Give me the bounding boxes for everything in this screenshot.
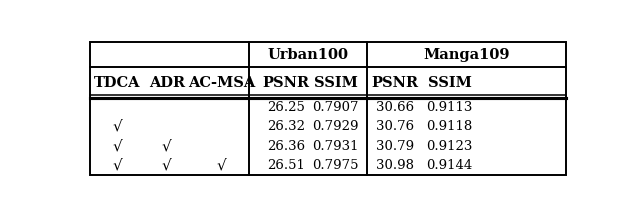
Text: √: √ (216, 158, 226, 172)
Bar (90, 42, 566, 175)
Text: 26.51: 26.51 (267, 159, 305, 172)
Text: √: √ (113, 120, 122, 134)
Text: 0.7929: 0.7929 (312, 120, 358, 133)
Text: 26.25: 26.25 (267, 101, 305, 114)
Text: AC-MSA: AC-MSA (188, 76, 255, 90)
Text: SSIM: SSIM (314, 76, 357, 90)
Text: PSNR: PSNR (371, 76, 419, 90)
Text: 26.36: 26.36 (267, 140, 305, 153)
Text: √: √ (162, 139, 172, 153)
Text: 30.66: 30.66 (376, 101, 414, 114)
Text: 30.98: 30.98 (376, 159, 414, 172)
Text: √: √ (113, 139, 122, 153)
Text: TDCA: TDCA (94, 76, 140, 90)
Text: 0.7907: 0.7907 (312, 101, 358, 114)
Text: Manga109: Manga109 (423, 48, 509, 62)
Text: Urban100: Urban100 (267, 48, 348, 62)
Text: 0.9144: 0.9144 (426, 159, 473, 172)
Text: SSIM: SSIM (428, 76, 472, 90)
Text: ADR: ADR (148, 76, 185, 90)
Text: 0.9123: 0.9123 (426, 140, 473, 153)
Text: PSNR: PSNR (262, 76, 309, 90)
Text: 0.9113: 0.9113 (426, 101, 473, 114)
Text: 30.76: 30.76 (376, 120, 414, 133)
Text: √: √ (113, 158, 122, 172)
Text: 30.79: 30.79 (376, 140, 414, 153)
Text: 0.9118: 0.9118 (426, 120, 473, 133)
Text: √: √ (162, 158, 172, 172)
Text: 26.32: 26.32 (267, 120, 305, 133)
Text: 0.7975: 0.7975 (312, 159, 358, 172)
Text: 0.7931: 0.7931 (312, 140, 358, 153)
